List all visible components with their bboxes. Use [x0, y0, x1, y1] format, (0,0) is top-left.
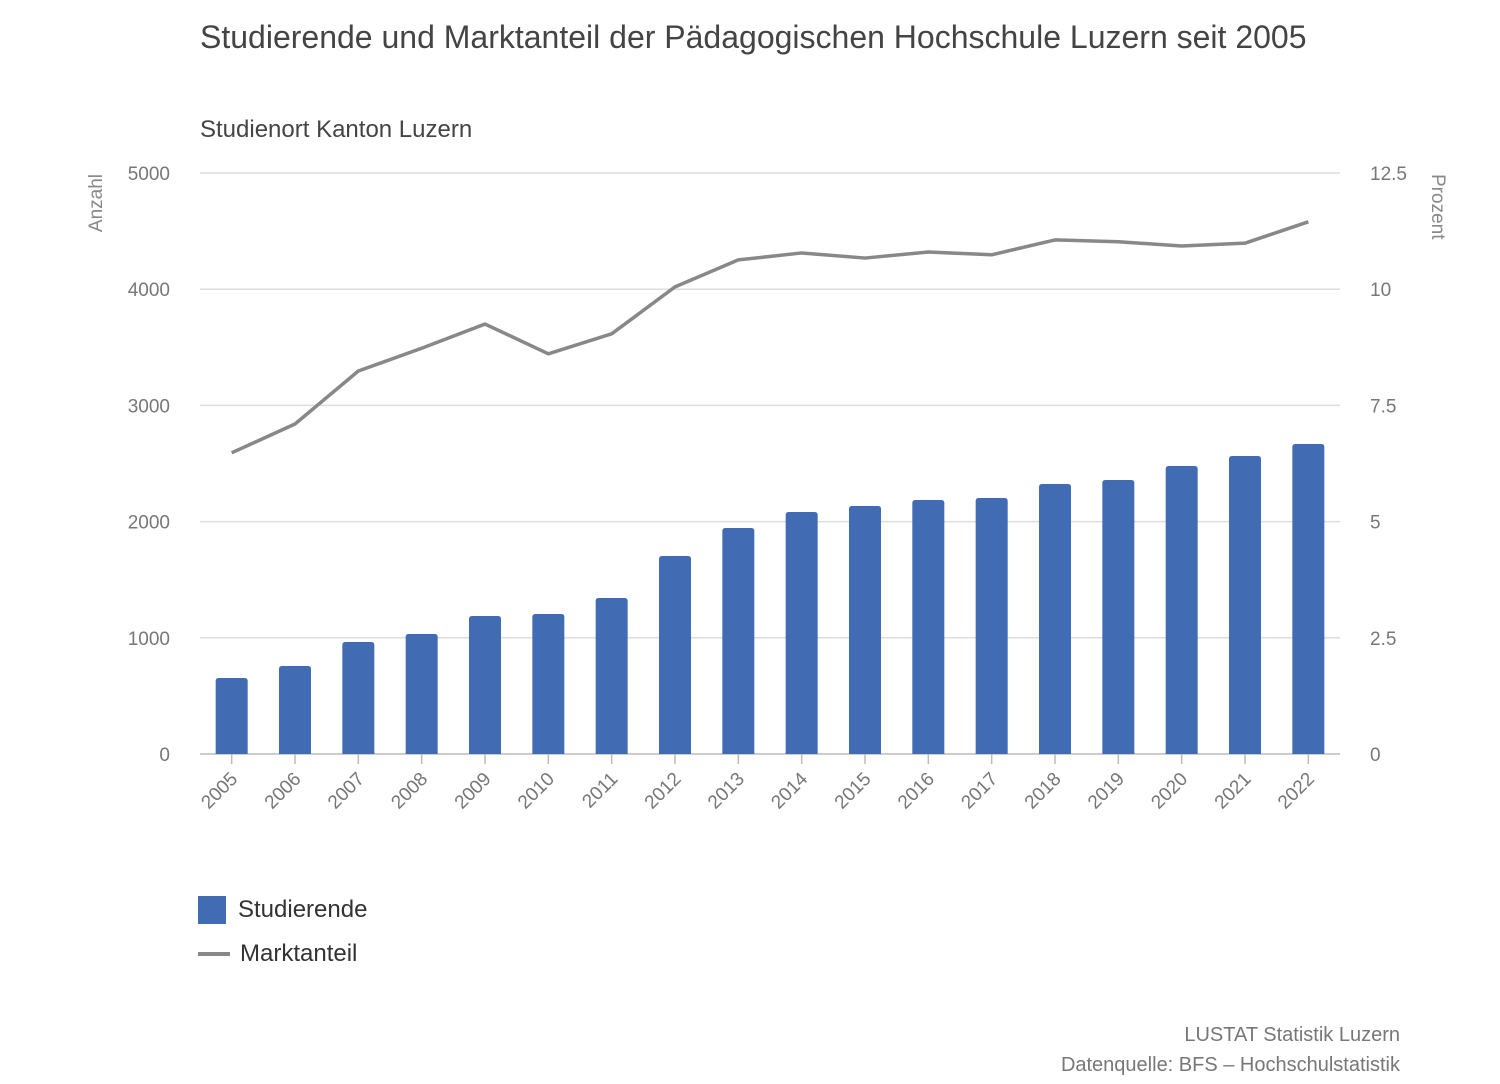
- bar-2022: [1292, 443, 1325, 754]
- x-tick-label: 2015: [831, 769, 876, 814]
- y-tick-left: 0: [159, 745, 170, 766]
- bar-2016: [912, 499, 945, 754]
- y-tick-left: 1000: [128, 629, 170, 650]
- x-tick-label: 2010: [514, 769, 559, 814]
- line-marktanteil: [230, 220, 1309, 455]
- bar-2006: [279, 666, 311, 754]
- y-tick-left: 2000: [128, 513, 170, 534]
- bar-2019: [1102, 480, 1135, 754]
- legend-swatch-bar: [198, 896, 226, 924]
- x-tick-label: 2013: [704, 769, 749, 814]
- y-tick-right: 5: [1370, 513, 1381, 534]
- chart-subtitle: Studienort Kanton Luzern: [200, 116, 473, 143]
- bar-2009: [469, 615, 501, 754]
- credit-datasource: Datenquelle: BFS – Hochschulstatistik: [1060, 1054, 1400, 1076]
- bar-2012: [659, 555, 691, 754]
- credit-source: LUSTAT Statistik Luzern: [1184, 1024, 1400, 1046]
- y-tick-left: 4000: [128, 280, 170, 301]
- x-tick-label: 2012: [641, 769, 686, 814]
- y-tick-right: 12.5: [1370, 164, 1407, 185]
- y-tick-right: 7.5: [1370, 396, 1396, 417]
- bar-2015: [849, 506, 881, 754]
- chart-title: Studierende und Marktanteil der Pädagogi…: [200, 19, 1307, 55]
- legend-label: Studierende: [238, 896, 368, 923]
- bar-2013: [722, 527, 755, 754]
- y-axis-label-right: Prozent: [1427, 174, 1448, 240]
- legend-label: Marktanteil: [240, 940, 358, 967]
- x-tick-label: 2017: [957, 769, 1002, 814]
- y-tick-right: 2.5: [1370, 629, 1396, 650]
- bar-2014: [785, 511, 818, 754]
- x-tick-label: 2005: [197, 769, 242, 814]
- x-tick-label: 2019: [1084, 769, 1129, 814]
- x-tick-label: 2018: [1021, 769, 1066, 814]
- y-tick-right: 0: [1370, 745, 1381, 766]
- x-tick-label: 2022: [1274, 769, 1319, 814]
- y-tick-left: 5000: [128, 164, 170, 185]
- legend-item-marktanteil[interactable]: Marktanteil: [198, 940, 357, 968]
- y-tick-right: 10: [1370, 280, 1391, 301]
- bar-2018: [1039, 483, 1071, 754]
- bar-2021: [1229, 455, 1261, 754]
- bar-2020: [1165, 466, 1198, 754]
- x-tick-label: 2016: [894, 769, 939, 814]
- bar-2010: [532, 613, 565, 754]
- bar-2011: [595, 597, 628, 754]
- bar-2007: [342, 641, 375, 754]
- x-tick-label: 2021: [1211, 769, 1256, 814]
- bar-2005: [215, 678, 248, 754]
- y-axis-label-left: Anzahl: [86, 174, 107, 232]
- legend-swatch-line: [198, 952, 230, 956]
- x-tick-label: 2009: [451, 769, 496, 814]
- x-tick-label: 2007: [324, 769, 369, 814]
- x-tick-label: 2008: [387, 769, 432, 814]
- x-tick-label: 2006: [261, 769, 306, 814]
- bar-2017: [975, 498, 1008, 754]
- x-tick-label: 2020: [1147, 769, 1192, 814]
- x-tick-label: 2014: [767, 768, 812, 813]
- bar-2008: [405, 633, 438, 754]
- x-tick-label: 2011: [578, 769, 622, 813]
- y-tick-left: 3000: [128, 396, 170, 417]
- legend-item-studierende[interactable]: Studierende: [198, 896, 367, 924]
